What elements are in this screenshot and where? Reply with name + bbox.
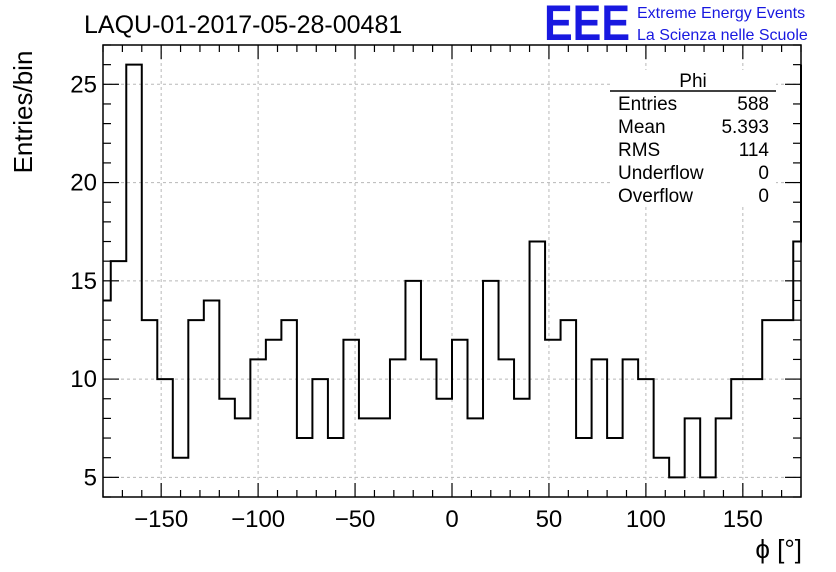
logo-line-2: La Scienza nelle Scuole <box>637 27 808 44</box>
stats-title: Phi <box>679 71 706 92</box>
y-tick-label: 10 <box>70 366 97 393</box>
stats-label: RMS <box>618 140 660 161</box>
chart-title: LAQU-01-2017-05-28-00481 <box>84 11 402 39</box>
x-tick-label: −150 <box>134 506 188 533</box>
stats-value: 0 <box>758 163 769 184</box>
eee-logo: EEE Extreme Energy Events La Scienza nel… <box>544 0 808 51</box>
stats-rows: Entries 588 Mean 5.393 RMS 114 Underflow 0 Overf… <box>618 94 769 207</box>
histogram-bars <box>103 63 802 479</box>
stats-label: Mean <box>618 117 666 138</box>
x-tick-label: 150 <box>723 506 763 533</box>
logo-line-1: Extreme Energy Events <box>637 5 805 22</box>
stats-box-frame <box>610 70 776 205</box>
stats-value: 588 <box>737 94 769 115</box>
stats-label: Overflow <box>618 186 693 207</box>
stats-label: Underflow <box>618 163 704 184</box>
stats-value: 5.393 <box>721 117 769 138</box>
axes: −150 −100 −50 0 50 100 150 5 10 15 20 25 <box>70 44 802 533</box>
y-tick-label: 15 <box>70 268 97 295</box>
y-tick-label: 25 <box>70 71 97 98</box>
x-tick-label: −100 <box>231 506 285 533</box>
logo-mark: EEE <box>544 0 630 51</box>
stats-label: Entries <box>618 94 677 115</box>
y-tick-label: 5 <box>84 464 97 491</box>
stats-value: 0 <box>758 186 769 207</box>
stats-value: 114 <box>739 140 770 161</box>
y-tick-label: 20 <box>70 170 97 197</box>
x-tick-label: 50 <box>536 506 563 533</box>
histogram-outline <box>103 63 802 479</box>
y-axis-label: Entries/bin <box>8 51 38 174</box>
x-tick-label: −50 <box>335 506 376 533</box>
x-tick-label: 0 <box>445 506 458 533</box>
x-axis-label: ϕ [°] <box>755 534 802 564</box>
stats-box: Phi Entries 588 Mean 5.393 RMS 114 Underflow 0 O… <box>610 70 776 207</box>
x-tick-label: 100 <box>626 506 666 533</box>
